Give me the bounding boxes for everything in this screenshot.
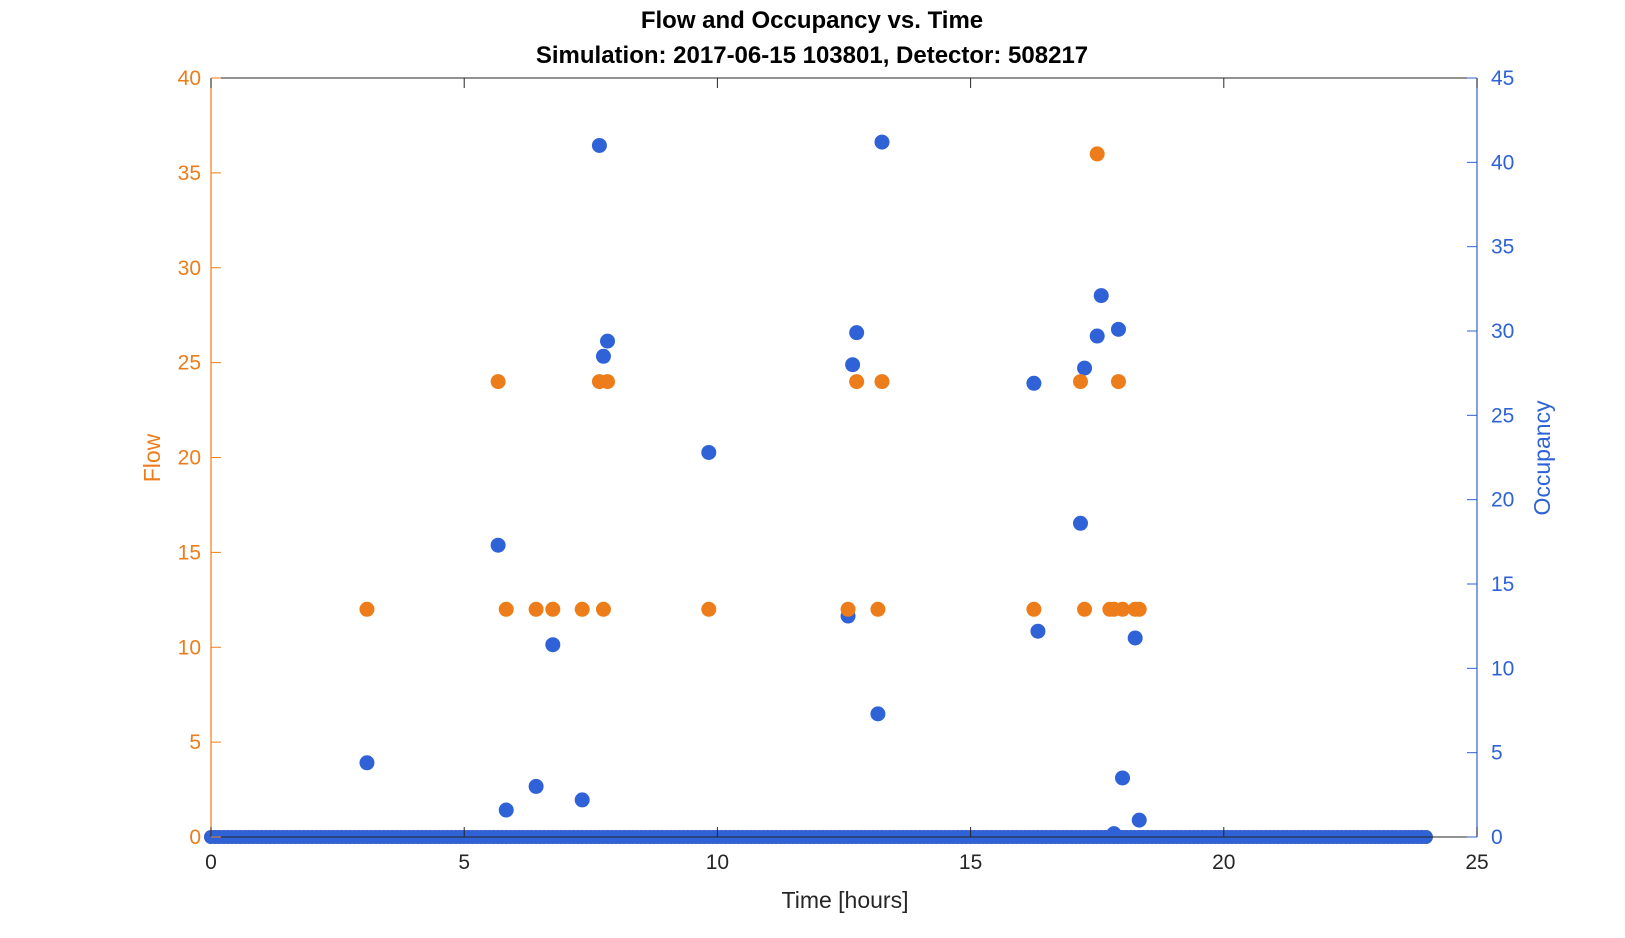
x-tick-label: 5 — [458, 851, 470, 874]
flow-point — [600, 374, 616, 390]
left-y-tick-label: 30 — [178, 257, 201, 280]
right-y-tick-label: 20 — [1491, 489, 1514, 512]
flow-point — [849, 374, 865, 390]
chart-title: Flow and Occupancy vs. Time — [641, 7, 983, 34]
flow-point — [1089, 146, 1105, 162]
occupancy-point — [595, 348, 611, 364]
flow-point — [1072, 374, 1088, 390]
occupancy-point — [1127, 630, 1143, 646]
x-axis-label: Time [hours] — [782, 887, 909, 913]
occupancy-point — [1093, 288, 1109, 304]
chart-subtitle: Simulation: 2017-06-15 103801, Detector:… — [536, 42, 1088, 69]
occupancy-point — [845, 357, 861, 373]
x-tick-label: 0 — [205, 851, 217, 874]
flow-point — [498, 601, 514, 617]
x-tick-label: 20 — [1212, 851, 1235, 874]
occupancy-point — [600, 333, 616, 349]
occupancy-point — [1110, 321, 1126, 337]
occupancy-point — [545, 637, 561, 653]
plot-background — [211, 78, 1477, 837]
axes: 0 5 10 15 20 25051015202530354005101520253035… — [178, 67, 1515, 874]
x-tick-label: 10 — [706, 851, 729, 874]
right-y-tick-label: 30 — [1491, 320, 1514, 343]
flow-point — [1131, 601, 1147, 617]
occupancy-point — [870, 706, 886, 722]
flow-point — [1110, 374, 1126, 390]
occupancy-point — [1077, 360, 1093, 376]
occupancy-point — [574, 792, 590, 808]
left-y-tick-label: 15 — [178, 541, 201, 564]
occupancy-point — [1089, 328, 1105, 344]
x-tick-label: 15 — [959, 851, 982, 874]
flow-point — [359, 601, 375, 617]
flow-point — [1026, 601, 1042, 617]
occupancy-point — [528, 778, 544, 794]
left-y-tick-label: 40 — [178, 67, 201, 90]
flow-point — [528, 601, 544, 617]
occupancy-point — [1072, 515, 1088, 531]
flow-point — [490, 374, 506, 390]
left-y-tick-label: 25 — [178, 352, 201, 375]
flow-point — [1115, 601, 1131, 617]
x-tick-label: 25 — [1465, 851, 1488, 874]
occupancy-point — [359, 755, 375, 771]
flow-point — [595, 601, 611, 617]
left-y-tick-label: 35 — [178, 162, 201, 185]
left-y-tick-label: 10 — [178, 636, 201, 659]
flow-point — [1077, 601, 1093, 617]
flow-point — [574, 601, 590, 617]
flow-point — [870, 601, 886, 617]
left-y-tick-label: 20 — [178, 447, 201, 470]
right-y-tick-label: 5 — [1491, 742, 1503, 765]
occupancy-point — [490, 537, 506, 553]
right-y-tick-label: 15 — [1491, 573, 1514, 596]
right-y-tick-label: 45 — [1491, 67, 1514, 90]
occupancy-point — [1106, 826, 1122, 842]
occupancy-point — [1030, 623, 1046, 639]
flow-point — [701, 601, 717, 617]
right-y-tick-label: 40 — [1491, 151, 1514, 174]
occupancy-point — [1131, 812, 1147, 828]
occupancy-point — [498, 802, 514, 818]
flow-point — [545, 601, 561, 617]
occupancy-point — [591, 137, 607, 153]
flow-point — [840, 601, 856, 617]
left-y-tick-label: 5 — [189, 731, 201, 754]
right-y-tick-label: 35 — [1491, 236, 1514, 259]
right-y-tick-label: 10 — [1491, 657, 1514, 680]
occupancy-point — [1026, 375, 1042, 391]
y-axis-label-right: Occupancy — [1529, 400, 1555, 516]
right-y-tick-label: 0 — [1491, 826, 1503, 849]
right-y-tick-label: 25 — [1491, 404, 1514, 427]
occupancy-point — [874, 134, 890, 150]
flow-point — [874, 374, 890, 390]
occupancy-point — [701, 444, 717, 460]
occupancy-point — [1115, 770, 1131, 786]
flow-series — [359, 146, 1147, 617]
occupancy-point — [849, 325, 865, 341]
left-y-tick-label: 0 — [189, 826, 201, 849]
y-axis-label-left: Flow — [139, 433, 165, 482]
plot-area — [211, 78, 1477, 837]
